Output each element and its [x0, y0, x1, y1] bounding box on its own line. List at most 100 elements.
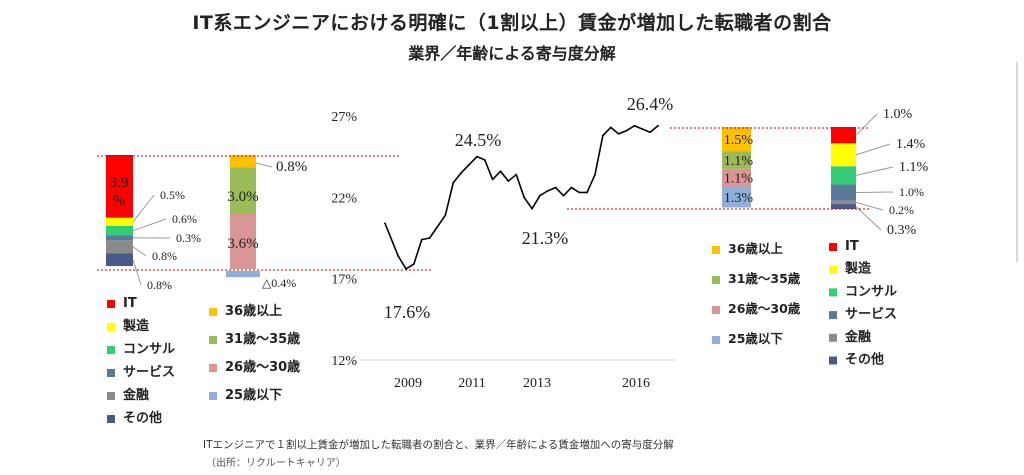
data-label-right-ind-3: 1.0%	[899, 185, 924, 199]
bar-segment-1-0	[230, 155, 256, 168]
line-annotation-0: 17.6%	[384, 302, 431, 322]
chart-caption: ITエンジニアで１割以上賃金が増加した転職者の割合と、業界／年齢による賃金増加へ…	[203, 439, 674, 451]
legend-swatch-right_age-1	[712, 276, 720, 284]
leader-left-ind-2	[132, 218, 167, 232]
legend-label-right_age-0: 36歳以上	[728, 241, 783, 256]
bar-segment-4-0	[831, 127, 856, 144]
line-point-27	[594, 173, 596, 176]
legend-swatch-left_industry-3	[107, 369, 115, 377]
line-segment-18	[515, 174, 525, 198]
line-segment-13	[476, 155, 486, 161]
line-annotation-3: 26.4%	[627, 94, 674, 114]
line-point-34	[649, 131, 652, 134]
line-point-33	[641, 128, 644, 130]
leader-left-age-0	[255, 162, 273, 168]
line-point-31	[625, 129, 628, 132]
bar-segment-3-2	[722, 168, 751, 187]
data-label-right-ind-5: 0.3%	[887, 223, 917, 238]
line-point-35	[657, 124, 659, 127]
data-label-right-ind-1: 1.4%	[896, 137, 926, 152]
bar-segment-1-3	[226, 271, 260, 278]
legend-label-right_industry-5: その他	[845, 352, 884, 368]
line-segment-11	[460, 164, 470, 174]
legend-swatch-right_industry-4	[829, 333, 837, 342]
legend-swatch-left_industry-1	[107, 323, 115, 331]
line-segment-14	[484, 159, 494, 180]
data-label-right-age-2: 1.1%	[724, 172, 754, 187]
line-segment-20	[531, 195, 541, 210]
bar-segment-4-4	[831, 200, 856, 205]
legend-swatch-left_industry-0	[107, 300, 115, 308]
chart-source: （出所：リクルートキャリア）	[206, 458, 346, 469]
data-label-left-age-0: 0.8%	[276, 159, 307, 175]
data-label-left-ind-3: 0.3%	[176, 231, 201, 245]
legend-label-left_age-0: 36歳以上	[225, 303, 282, 319]
line-point-24	[570, 186, 573, 189]
line-segment-25	[570, 186, 580, 194]
leader-left-ind-1	[132, 194, 155, 223]
leader-left-ind-4	[132, 246, 147, 257]
line-point-29	[609, 126, 612, 129]
line-segment-2	[392, 242, 399, 257]
line-segment-10	[452, 172, 462, 184]
legend-swatch-right_age-3	[712, 336, 720, 344]
leader-left-ind-5	[132, 259, 142, 286]
data-label-right-age-1: 1.1%	[724, 154, 754, 169]
data-label-left-ind-2: 0.6%	[172, 212, 197, 226]
leader-right-ind-0	[855, 113, 878, 136]
legend-label-left_industry-5: その他	[123, 410, 162, 426]
bar-segment-0-4	[106, 240, 133, 254]
x-tick-label-3: 2016	[622, 376, 650, 391]
legend-label-right_age-3: 25歳以下	[728, 331, 783, 346]
chart-subtitle: 業界／年齢による寄与度分解	[408, 44, 616, 63]
legend-label-right_age-1: 31歳～35歳	[728, 271, 801, 286]
legend-swatch-right_industry-5	[829, 356, 837, 365]
line-point-10	[460, 172, 463, 174]
line-point-25	[578, 191, 581, 194]
line-point-26	[586, 191, 589, 194]
leader-right-ind-3	[855, 191, 894, 194]
data-label-left-ind-1: 0.5%	[160, 188, 185, 202]
line-segment-28	[594, 135, 604, 175]
legend-label-right_industry-1: 製造	[844, 261, 872, 277]
data-label-left-age-1: 3.0%	[227, 189, 258, 205]
legend-swatch-right_industry-3	[829, 311, 837, 320]
line-segment-6	[421, 237, 430, 241]
line-segment-12	[468, 156, 478, 166]
line-annotation-1: 24.5%	[455, 130, 502, 150]
line-segment-30	[610, 126, 620, 135]
line-point-11	[468, 163, 470, 166]
line-point-17	[515, 173, 518, 176]
bar-segment-4-3	[831, 184, 856, 201]
legend-label-left_industry-4: 金融	[122, 387, 149, 403]
legend-label-left_industry-2: コンサル	[123, 342, 175, 357]
y-tick-label-1: 22%	[331, 191, 357, 206]
line-point-0	[384, 222, 386, 225]
line-segment-32	[626, 125, 635, 132]
data-label-right-ind-0: 1.0%	[883, 107, 913, 122]
leader-right-ind-5	[855, 206, 882, 231]
data-label-left-age-3: △0.4%	[262, 276, 296, 290]
chart-title: IT系エンジニアにおける明確に（1割以上）賃金が増加した転職者の割合	[192, 12, 832, 34]
y-tick-label-3: 12%	[331, 354, 357, 369]
y-tick-label-2: 17%	[331, 273, 357, 288]
scroll-edge	[1016, 62, 1018, 262]
legend-swatch-right_age-0	[712, 246, 720, 254]
legend-label-left_industry-1: 製造	[122, 318, 150, 334]
legend-swatch-left_age-3	[209, 392, 217, 400]
data-label-right-ind-2: 1.1%	[899, 160, 929, 175]
line-point-8	[444, 214, 447, 217]
legend-label-right_industry-0: IT	[845, 239, 859, 254]
line-segment-7	[428, 226, 439, 239]
line-segment-24	[562, 187, 572, 197]
bar-segment-3-1	[722, 151, 751, 169]
bar-segment-4-2	[831, 166, 856, 185]
line-point-4	[412, 263, 415, 265]
bar-segment-4-5	[831, 204, 856, 209]
line-segment-22	[547, 186, 556, 192]
legend-swatch-left_industry-2	[107, 346, 115, 354]
legend-swatch-right_age-2	[712, 306, 720, 314]
bar-segment-0-0	[106, 155, 133, 218]
bar-segment-0-1	[106, 217, 133, 226]
line-segment-34	[641, 128, 651, 134]
